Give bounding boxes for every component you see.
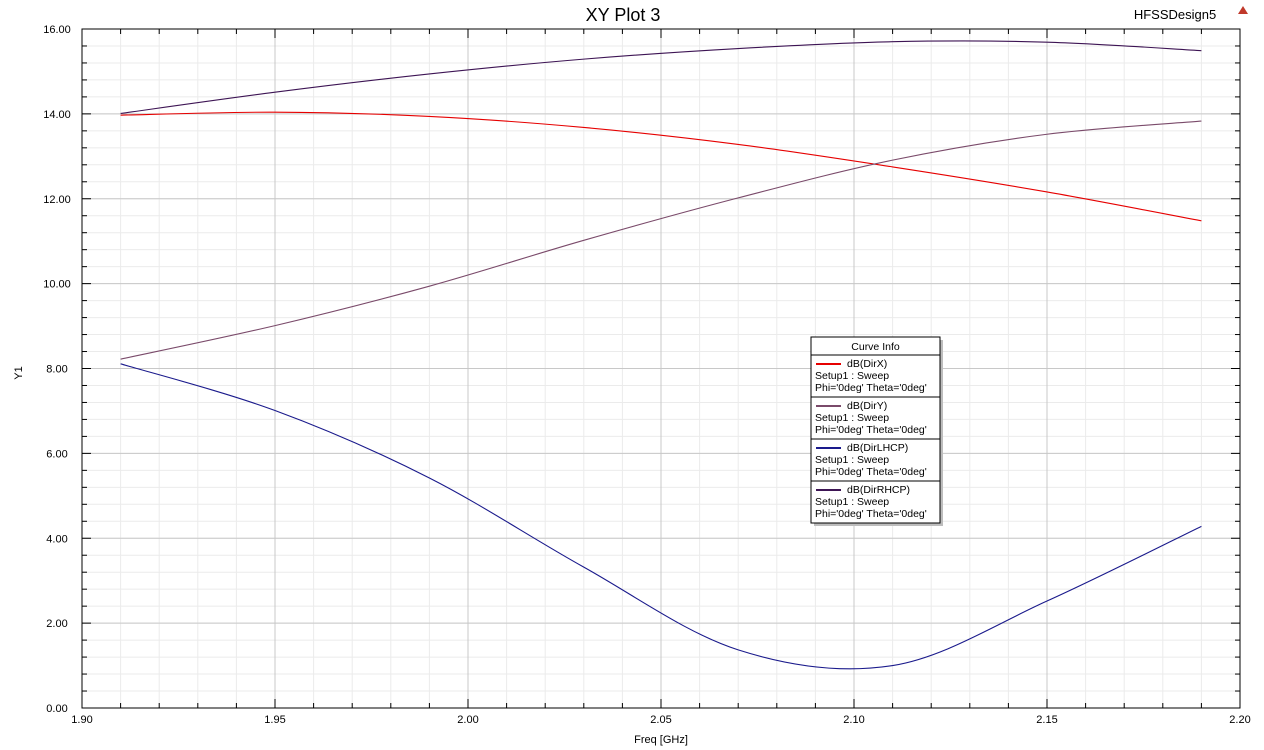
y-tick-label: 2.00 xyxy=(46,618,67,630)
series-line-db-diry xyxy=(120,120,1202,360)
series-line-db-dirrhcp xyxy=(120,40,1202,114)
y-tick-label: 12.00 xyxy=(43,194,71,206)
x-tick-label: 2.10 xyxy=(843,714,864,726)
chart-title: XY Plot 3 xyxy=(586,5,661,25)
ansoft-logo-icon xyxy=(1238,6,1248,14)
x-tick-label: 2.15 xyxy=(1036,714,1057,726)
ansoft-logo xyxy=(1238,6,1248,14)
grid xyxy=(81,28,1241,709)
design-name: HFSSDesign5 xyxy=(1134,7,1216,22)
legend-series-setup: Setup1 : Sweep xyxy=(815,412,889,424)
x-tick-label: 2.05 xyxy=(650,714,671,726)
y-axis-label: Y1 xyxy=(13,366,25,379)
y-tick-label: 0.00 xyxy=(46,703,67,715)
x-tick-label: 1.95 xyxy=(264,714,285,726)
axis-ticks xyxy=(81,28,1241,709)
legend-series-name: dB(DirRHCP) xyxy=(847,484,910,496)
y-tick-label: 6.00 xyxy=(46,448,67,460)
tick-labels: 1.90 1.95 2.00 2.05 2.10 2.15 2.20 0.00 2.00 4.00… xyxy=(43,24,1250,726)
legend-series-setup: Setup1 : Sweep xyxy=(815,496,889,508)
y-tick-label: 8.00 xyxy=(46,364,67,376)
legend-box xyxy=(810,336,941,524)
x-tick-label: 1.90 xyxy=(71,714,92,726)
legend-series-setup: Setup1 : Sweep xyxy=(815,454,889,466)
series-line-db-dirlhcp xyxy=(120,363,1202,670)
legend-series-name: dB(DirX) xyxy=(847,358,887,370)
x-tick-label: 2.20 xyxy=(1229,714,1250,726)
legend-series-params: Phi='0deg' Theta='0deg' xyxy=(815,466,927,478)
legend-series-setup: Setup1 : Sweep xyxy=(815,370,889,382)
y-tick-label: 4.00 xyxy=(46,533,67,545)
legend-series-params: Phi='0deg' Theta='0deg' xyxy=(815,508,927,520)
series-line-db-dirx xyxy=(120,111,1202,222)
legend-series-params: Phi='0deg' Theta='0deg' xyxy=(815,424,927,436)
legend-title: Curve Info xyxy=(851,341,900,353)
legend-series-name: dB(DirLHCP) xyxy=(847,442,908,454)
legend-series-params: Phi='0deg' Theta='0deg' xyxy=(815,382,927,394)
y-tick-label: 10.00 xyxy=(43,279,71,291)
x-tick-label: 2.00 xyxy=(457,714,478,726)
x-axis-label: Freq [GHz] xyxy=(634,734,688,746)
y-tick-label: 14.00 xyxy=(43,109,71,121)
y-tick-label: 16.00 xyxy=(43,24,71,36)
legend-series-name: dB(DirY) xyxy=(847,400,887,412)
series-lines xyxy=(120,40,1202,670)
